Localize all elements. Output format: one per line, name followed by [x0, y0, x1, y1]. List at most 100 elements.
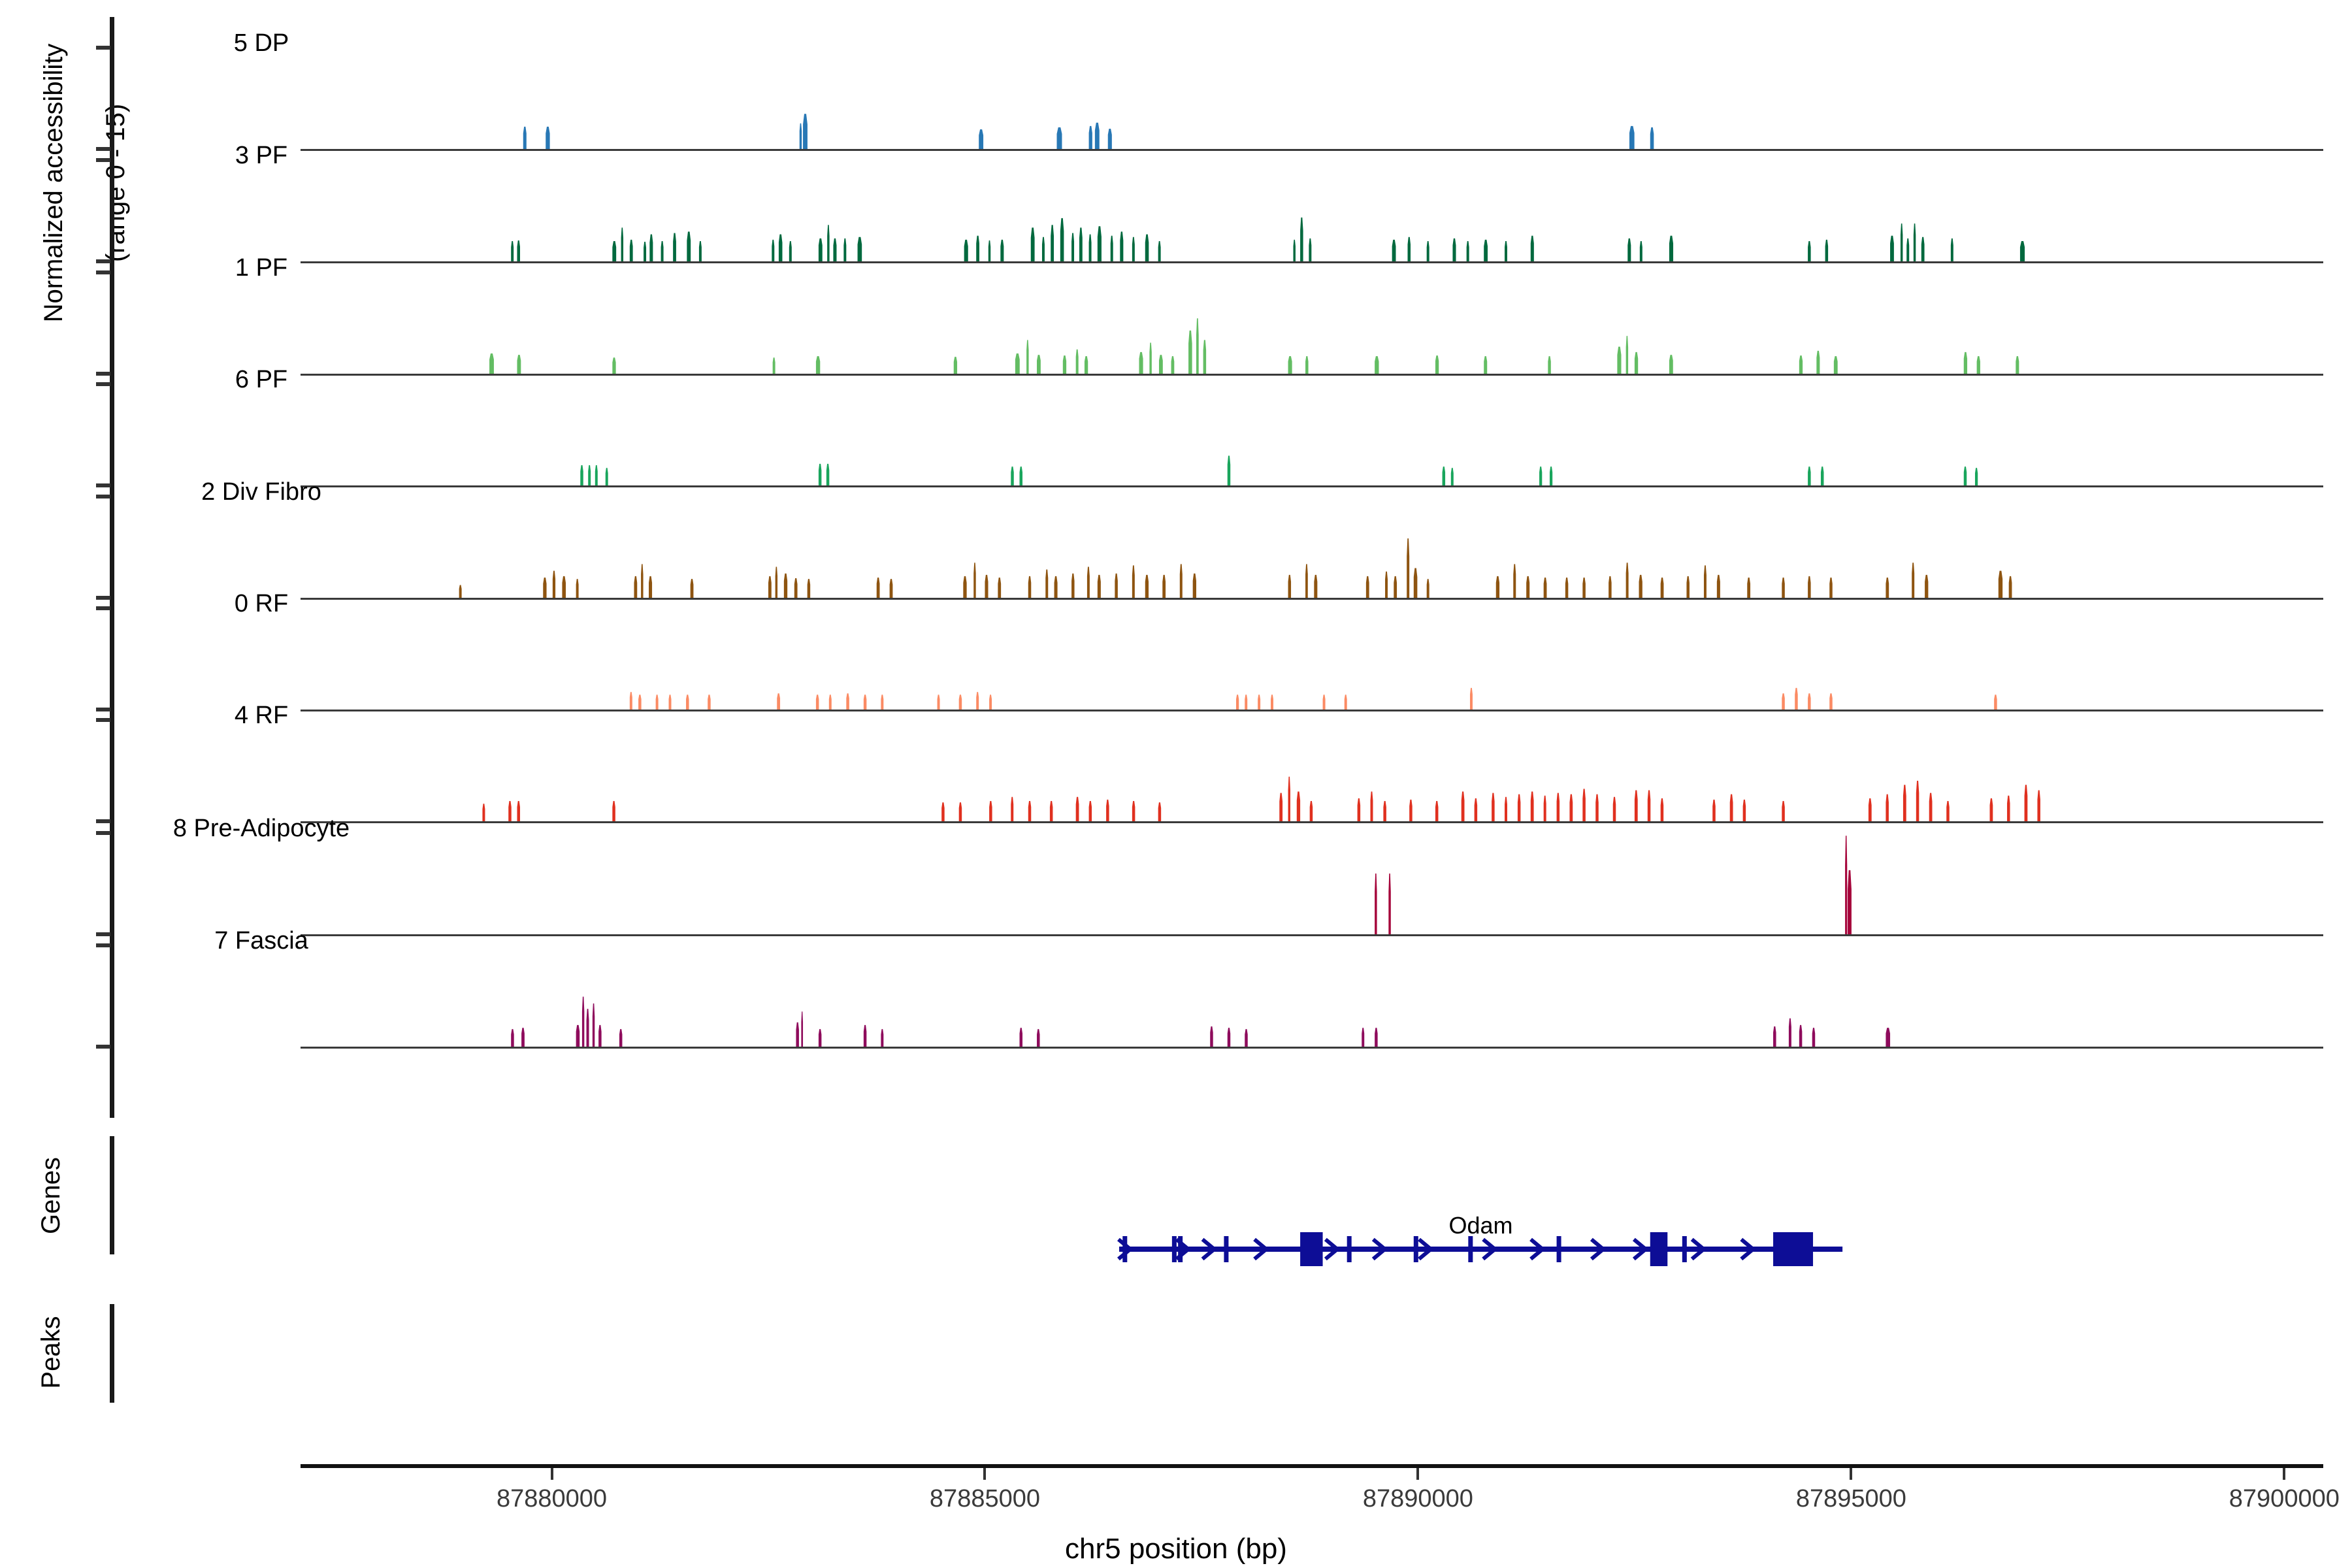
x-axis-tick-label: 87900000 [2229, 1485, 2340, 1512]
coverage-peak [1639, 574, 1642, 598]
coverage-peak [1505, 241, 1507, 261]
coverage-peak [482, 804, 485, 821]
coverage-peak [511, 1029, 514, 1047]
coverage-peak [1054, 576, 1058, 598]
coverage-peak [1192, 573, 1196, 598]
coverage-peak [1820, 466, 1824, 485]
coverage-peak [979, 129, 984, 149]
coverage-peak [1848, 870, 1852, 934]
coverage-peak [1309, 238, 1312, 261]
coverage-peak [668, 694, 672, 710]
coverage-peak [1530, 791, 1534, 821]
coverage-peak [612, 241, 617, 261]
coverage-peak [1086, 566, 1090, 598]
coverage-peak [1011, 466, 1014, 485]
coverage-peak [1132, 801, 1135, 821]
coverage-peak [1974, 468, 1978, 485]
coverage-peak [1452, 238, 1456, 261]
coverage-peak [846, 693, 849, 710]
coverage-peak [1946, 801, 1950, 821]
coverage-peak [1203, 340, 1207, 374]
track-baseline [301, 934, 2323, 936]
coverage-peak [1686, 576, 1690, 598]
x-axis-tick-label: 87890000 [1362, 1485, 1473, 1512]
coverage-peak [1517, 794, 1521, 821]
coverage-peak [634, 576, 638, 598]
track-baseline [301, 710, 2323, 711]
coverage-signal-0-rf [629, 687, 1997, 710]
coverage-peak [799, 123, 802, 149]
coverage-peak [1747, 578, 1751, 598]
coverage-peak [517, 240, 520, 261]
coverage-peak [1062, 355, 1067, 374]
coverage-peak [1484, 239, 1488, 261]
coverage-peak [1288, 776, 1290, 821]
coverage-peak [807, 579, 811, 598]
coverage-peak [1442, 466, 1446, 485]
coverage-peak [1435, 355, 1439, 374]
track-label-0-rf: 0 RF [234, 590, 289, 617]
coverage-signal-1-pf [489, 318, 2019, 374]
x-axis-tick [550, 1468, 553, 1480]
coverage-peak [1132, 237, 1135, 261]
coverage-peak [1188, 330, 1192, 374]
y-axis-tick [96, 382, 110, 386]
coverage-peak [1071, 233, 1075, 261]
coverage-peak [973, 563, 976, 598]
coverage-peak [1466, 241, 1469, 261]
coverage-peak [1293, 239, 1296, 261]
coverage-peak [1271, 694, 1273, 710]
coverage-peak [863, 694, 867, 710]
gene-strand-arrow-icon [1529, 1237, 1546, 1261]
coverage-peak [1925, 574, 1929, 598]
coverage-peak [778, 234, 783, 261]
coverage-peak [989, 801, 992, 821]
coverage-peak [543, 578, 547, 598]
coverage-peak [1647, 790, 1651, 821]
coverage-peak [1107, 129, 1112, 149]
coverage-peak [783, 573, 788, 598]
y-axis-spine [110, 17, 114, 1118]
coverage-peak [1071, 573, 1075, 598]
coverage-peak [1110, 235, 1113, 261]
coverage-peak [964, 239, 968, 261]
coverage-peak [629, 692, 632, 710]
y-axis-tick [96, 596, 110, 600]
coverage-peak [576, 1024, 580, 1047]
gene-name-label: Odam [1448, 1212, 1513, 1239]
y-axis-tick [96, 1045, 110, 1049]
coverage-peak [1625, 336, 1629, 374]
coverage-peak [1729, 794, 1733, 821]
coverage-peak [1795, 687, 1798, 710]
coverage-peak [1258, 694, 1261, 710]
coverage-peak [958, 694, 962, 710]
coverage-peak [826, 463, 830, 485]
coverage-peak [521, 1028, 525, 1047]
coverage-peak [1120, 231, 1124, 261]
coverage-peak [1051, 225, 1054, 261]
coverage-peak [1435, 801, 1439, 821]
coverage-peak [1963, 466, 1967, 485]
coverage-peak [2019, 241, 2025, 261]
coverage-peak [1409, 799, 1413, 821]
coverage-peak [1530, 235, 1534, 261]
coverage-peak [1660, 798, 1664, 821]
coverage-peak [1426, 579, 1429, 598]
coverage-peak [1279, 792, 1283, 821]
coverage-peak [1385, 571, 1388, 598]
coverage-peak [1782, 693, 1785, 710]
gene-exon-utr [1224, 1236, 1229, 1262]
coverage-peak [1886, 578, 1889, 598]
coverage-peak [1548, 356, 1551, 374]
coverage-peak [698, 241, 702, 261]
coverage-peak [1808, 576, 1811, 598]
coverage-peak [1845, 836, 1848, 934]
coverage-peak [1913, 223, 1916, 261]
coverage-signal-5-dp [523, 114, 1654, 149]
coverage-peak [1808, 693, 1811, 710]
coverage-peak [815, 694, 819, 710]
coverage-peak [1227, 455, 1231, 485]
y-axis-tick [96, 718, 110, 722]
coverage-peak [772, 357, 776, 374]
gene-strand-arrow-icon [1632, 1237, 1649, 1261]
